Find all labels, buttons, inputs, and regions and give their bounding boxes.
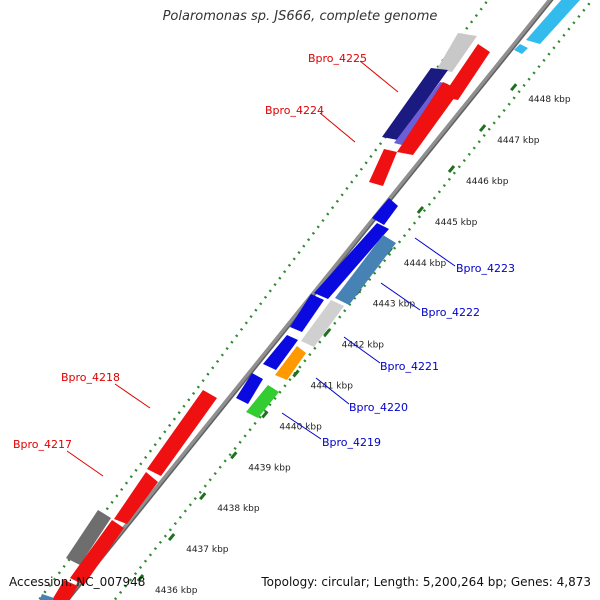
kbp-tick-label: 4439 kbp	[248, 463, 291, 473]
kbp-tick-mark	[447, 165, 456, 173]
gene-blue-mid[interactable]	[290, 294, 324, 332]
gene-steelblue-bpro-4222[interactable]	[335, 235, 396, 305]
kbp-tick-mark	[416, 205, 425, 214]
label-bpro-4217[interactable]: Bpro_4217	[13, 438, 72, 451]
kbp-tick-label: 4446 kbp	[466, 177, 509, 187]
label-bpro-4225[interactable]: Bpro_4225	[308, 52, 367, 65]
gene-cyan-marker[interactable]	[514, 44, 528, 54]
gene-red-bpro-4224a[interactable]	[397, 82, 460, 155]
kbp-tick-mark	[261, 410, 269, 419]
gene-orange-bpro-4220[interactable]	[275, 346, 306, 380]
kbp-tick-mark	[136, 574, 145, 582]
kbp-tick-mark	[230, 451, 238, 460]
kbp-tick-mark	[323, 328, 331, 337]
gene-red-bpro-4218[interactable]	[147, 390, 217, 476]
gene-red-bpro-4224b[interactable]	[369, 149, 397, 186]
gene-steelblue-bottom[interactable]	[38, 594, 54, 600]
label-bpro-4223[interactable]: Bpro_4223	[456, 262, 515, 275]
label-bpro-4219[interactable]: Bpro_4219	[322, 436, 381, 449]
kbp-tick-mark	[167, 533, 176, 542]
label-bpro-4222[interactable]: Bpro_4222	[421, 306, 480, 319]
gene-red-bpro-4217[interactable]	[114, 472, 158, 524]
kbp-tick-label: 4445 kbp	[435, 218, 478, 228]
kbp-tick-label: 4436 kbp	[155, 586, 198, 596]
kbp-tick-label: 4443 kbp	[373, 300, 416, 310]
kbp-tick-label: 4447 kbp	[497, 136, 540, 146]
gene-cyan-top[interactable]	[526, 0, 580, 44]
gene-blue-bpro-4219-head[interactable]	[236, 373, 263, 404]
gene-red-bottom2[interactable]	[52, 580, 78, 600]
accession-text: Accession: NC_007948	[9, 575, 146, 589]
gene-green-bpro-4219[interactable]	[246, 385, 279, 418]
kbp-ticks: 4436 kbp 4437 kbp 4438 kbp 4439 kbp 4440 kbp…	[136, 83, 571, 596]
kbp-tick-mark	[292, 369, 300, 378]
kbp-tick-label: 4440 kbp	[279, 422, 322, 432]
gene-track	[38, 0, 580, 600]
label-bpro-4218[interactable]: Bpro_4218	[61, 371, 120, 384]
gene-red-upper[interactable]	[442, 44, 490, 100]
gene-darkgrey-bottom[interactable]	[66, 510, 111, 565]
kbp-tick-label: 4438 kbp	[217, 504, 260, 514]
kbp-tick-label: 4444 kbp	[404, 259, 447, 269]
gene-blue-small[interactable]	[263, 335, 298, 370]
label-bpro-4220[interactable]: Bpro_4220	[349, 401, 408, 414]
kbp-tick-label: 4441 kbp	[311, 382, 354, 392]
gene-blue-long[interactable]	[314, 223, 389, 299]
gene-red-bottom[interactable]	[70, 520, 124, 585]
label-bpro-4221[interactable]: Bpro_4221	[380, 360, 439, 373]
genome-title: Polaromonas sp. JS666, complete genome	[162, 9, 438, 24]
topology-summary: Topology: circular; Length: 5,200,264 bp…	[261, 575, 591, 589]
kbp-tick-mark	[510, 83, 518, 92]
gene-lightgrey-bpro-4221[interactable]	[301, 300, 344, 347]
gene-grey-top[interactable]	[437, 33, 477, 72]
kbp-tick-mark	[478, 124, 487, 133]
gene-navy-bpro-4225[interactable]	[382, 68, 448, 140]
kbp-tick-label: 4442 kbp	[342, 341, 385, 351]
label-bpro-4224[interactable]: Bpro_4224	[265, 104, 324, 117]
gene-blue-bpro-4223-head[interactable]	[372, 198, 398, 225]
kbp-tick-label: 4448 kbp	[528, 95, 571, 105]
gene-labels: Bpro_4225 Bpro_4224 Bpro_4218 Bpro_4217 …	[13, 52, 515, 477]
kbp-tick-label: 4437 kbp	[186, 545, 229, 555]
kbp-tick-mark	[199, 492, 207, 501]
